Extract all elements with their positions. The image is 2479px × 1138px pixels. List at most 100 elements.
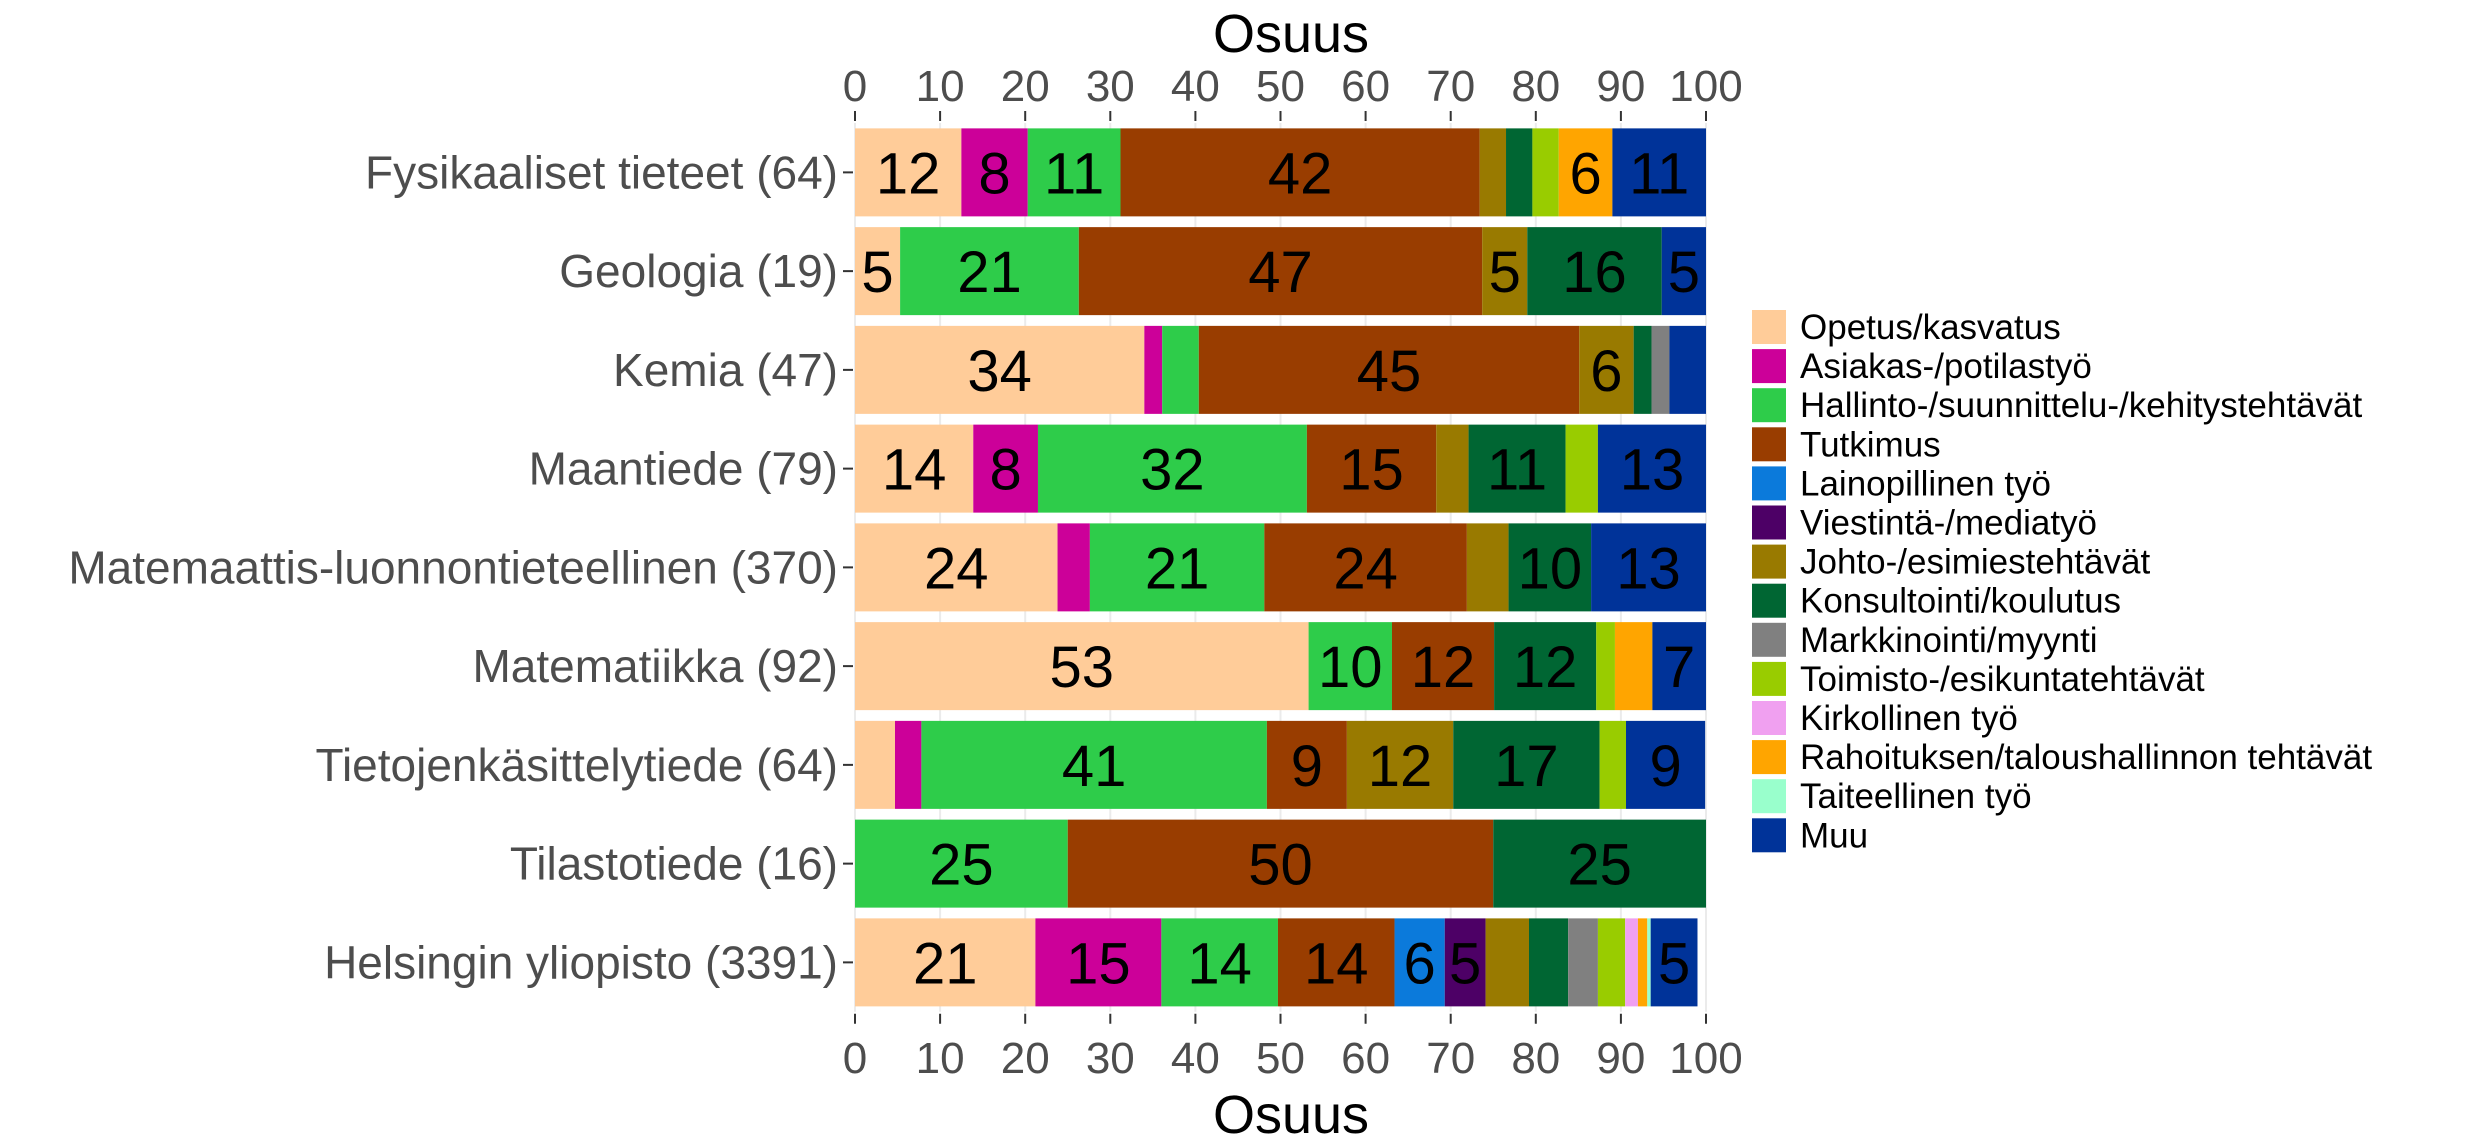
- bar-segment: [1565, 424, 1598, 513]
- legend-label: Tutkimus: [1800, 425, 1941, 464]
- bar-segment: [1162, 325, 1199, 414]
- legend-swatch: [1752, 779, 1786, 814]
- bar-segment: [1591, 523, 1706, 612]
- bar-value-label: 5: [861, 240, 893, 305]
- category-label: Kemia (47): [613, 344, 838, 396]
- legend-label: Viestintä-/mediatyö: [1800, 504, 2097, 543]
- x-tick-label-bottom: 10: [916, 1034, 965, 1083]
- legend-label: Taiteellinen työ: [1800, 777, 2032, 816]
- bar-value-label: 9: [1649, 734, 1681, 799]
- bar-segment: [855, 227, 901, 316]
- bar-segment: [1453, 720, 1600, 809]
- bar-value-label: 8: [989, 438, 1021, 503]
- bar-value-label: 17: [1494, 734, 1559, 799]
- bar-value-label: 10: [1518, 536, 1583, 601]
- bar-segment: [1436, 424, 1469, 513]
- bar-segment: [1067, 819, 1494, 908]
- bar-segment: [855, 720, 895, 809]
- bar-value-label: 50: [1248, 833, 1313, 898]
- bar-segment: [1308, 622, 1392, 711]
- x-tick-label-top: 10: [916, 62, 965, 111]
- x-tick-label-bottom: 40: [1171, 1034, 1220, 1083]
- bar-value-label: 6: [1590, 339, 1622, 404]
- bar-value-label: 14: [1187, 931, 1252, 996]
- x-tick-label-bottom: 90: [1596, 1034, 1645, 1083]
- bar-segment: [1599, 720, 1627, 809]
- bar-segment: [1394, 918, 1445, 1007]
- bar-segment: [1391, 622, 1495, 711]
- bar-value-label: 21: [1145, 536, 1210, 601]
- bar-value-label: 42: [1268, 141, 1333, 206]
- x-tick-label-top: 20: [1001, 62, 1050, 111]
- bar-segment: [1596, 622, 1615, 711]
- bar-segment: [1037, 424, 1307, 513]
- bar-segment: [855, 523, 1058, 612]
- x-tick-label-bottom: 20: [1001, 1034, 1050, 1083]
- bar-segment: [1669, 325, 1706, 414]
- bar-segment: [855, 622, 1309, 711]
- bar-segment: [1625, 918, 1638, 1007]
- bar-value-label: 6: [1569, 141, 1601, 206]
- bar-value-label: 25: [929, 833, 994, 898]
- bar-value-label: 13: [1620, 438, 1685, 503]
- bar-segment: [1661, 227, 1706, 316]
- legend-label: Johto-/esimiestehtävät: [1800, 543, 2150, 582]
- bar-segment: [1568, 918, 1598, 1007]
- bar-segment: [1468, 424, 1566, 513]
- legend-label: Muu: [1800, 816, 1868, 855]
- bar-segment: [1027, 128, 1121, 217]
- x-tick-label-bottom: 80: [1511, 1034, 1560, 1083]
- category-label: Helsingin yliopisto (3391): [324, 936, 838, 988]
- legend-swatch: [1752, 583, 1786, 618]
- x-tick-label-top: 80: [1511, 62, 1560, 111]
- bar-segment: [1650, 918, 1698, 1007]
- bar-value-label: 14: [882, 438, 947, 503]
- x-tick-label-top: 40: [1171, 62, 1220, 111]
- category-label: Matemaattis-luonnontieteellinen (370): [68, 541, 838, 593]
- bar-segment: [1612, 128, 1706, 217]
- axes-layer: 0 0 10 10 20 20 30 30 40 40 50 50 60 60 70 70 80 80 90 90 10…: [68, 62, 1742, 1083]
- bar-value-label: 47: [1248, 240, 1313, 305]
- bar-segment: [1558, 128, 1613, 217]
- category-label: Tietojenkäsittelytiede (64): [316, 739, 838, 791]
- bar-value-label: 11: [1044, 141, 1104, 206]
- bar-segment: [1078, 227, 1483, 316]
- bar-value-label: 6: [1404, 931, 1436, 996]
- x-tick-label-bottom: 50: [1256, 1034, 1305, 1083]
- bar-segment: [855, 128, 962, 217]
- legend-swatch: [1752, 349, 1786, 384]
- bar-segment: [1057, 523, 1090, 612]
- legend-label: Hallinto-/suunnittelu-/kehitystehtävät: [1800, 386, 2363, 425]
- bar-value-label: 7: [1663, 635, 1695, 700]
- bar-value-label: 5: [1449, 931, 1481, 996]
- bar-segment: [1346, 720, 1454, 809]
- bar-segment: [894, 720, 922, 809]
- x-tick-label-top: 50: [1256, 62, 1305, 111]
- x-tick-label-bottom: 60: [1341, 1034, 1390, 1083]
- bar-segment: [1120, 128, 1480, 217]
- bar-segment: [1144, 325, 1163, 414]
- bar-value-label: 15: [1339, 438, 1404, 503]
- bar-segment: [1493, 819, 1706, 908]
- bar-segment: [900, 227, 1079, 316]
- bar-segment: [1161, 918, 1278, 1007]
- bar-segment: [1527, 227, 1662, 316]
- bar-segment: [1506, 128, 1533, 217]
- category-label: Matematiikka (92): [472, 640, 838, 692]
- bar-segment: [1626, 720, 1706, 809]
- bar-segment: [855, 918, 1036, 1007]
- bar-segment: [1466, 523, 1509, 612]
- category-label: Tilastotiede (16): [510, 838, 838, 890]
- x-tick-label-bottom: 30: [1086, 1034, 1135, 1083]
- legend-swatch: [1752, 544, 1786, 579]
- legend-label: Markkinointi/myynti: [1800, 621, 2098, 660]
- bar-value-label: 21: [957, 240, 1022, 305]
- bar-segment: [1597, 918, 1626, 1007]
- legend-label: Kirkollinen työ: [1800, 699, 2018, 738]
- x-axis-title-bottom: Osuus: [1213, 1085, 1369, 1138]
- bar-segment: [855, 819, 1068, 908]
- x-tick-label-top: 60: [1341, 62, 1390, 111]
- legend-swatch: [1752, 818, 1786, 853]
- bar-value-label: 13: [1616, 536, 1681, 601]
